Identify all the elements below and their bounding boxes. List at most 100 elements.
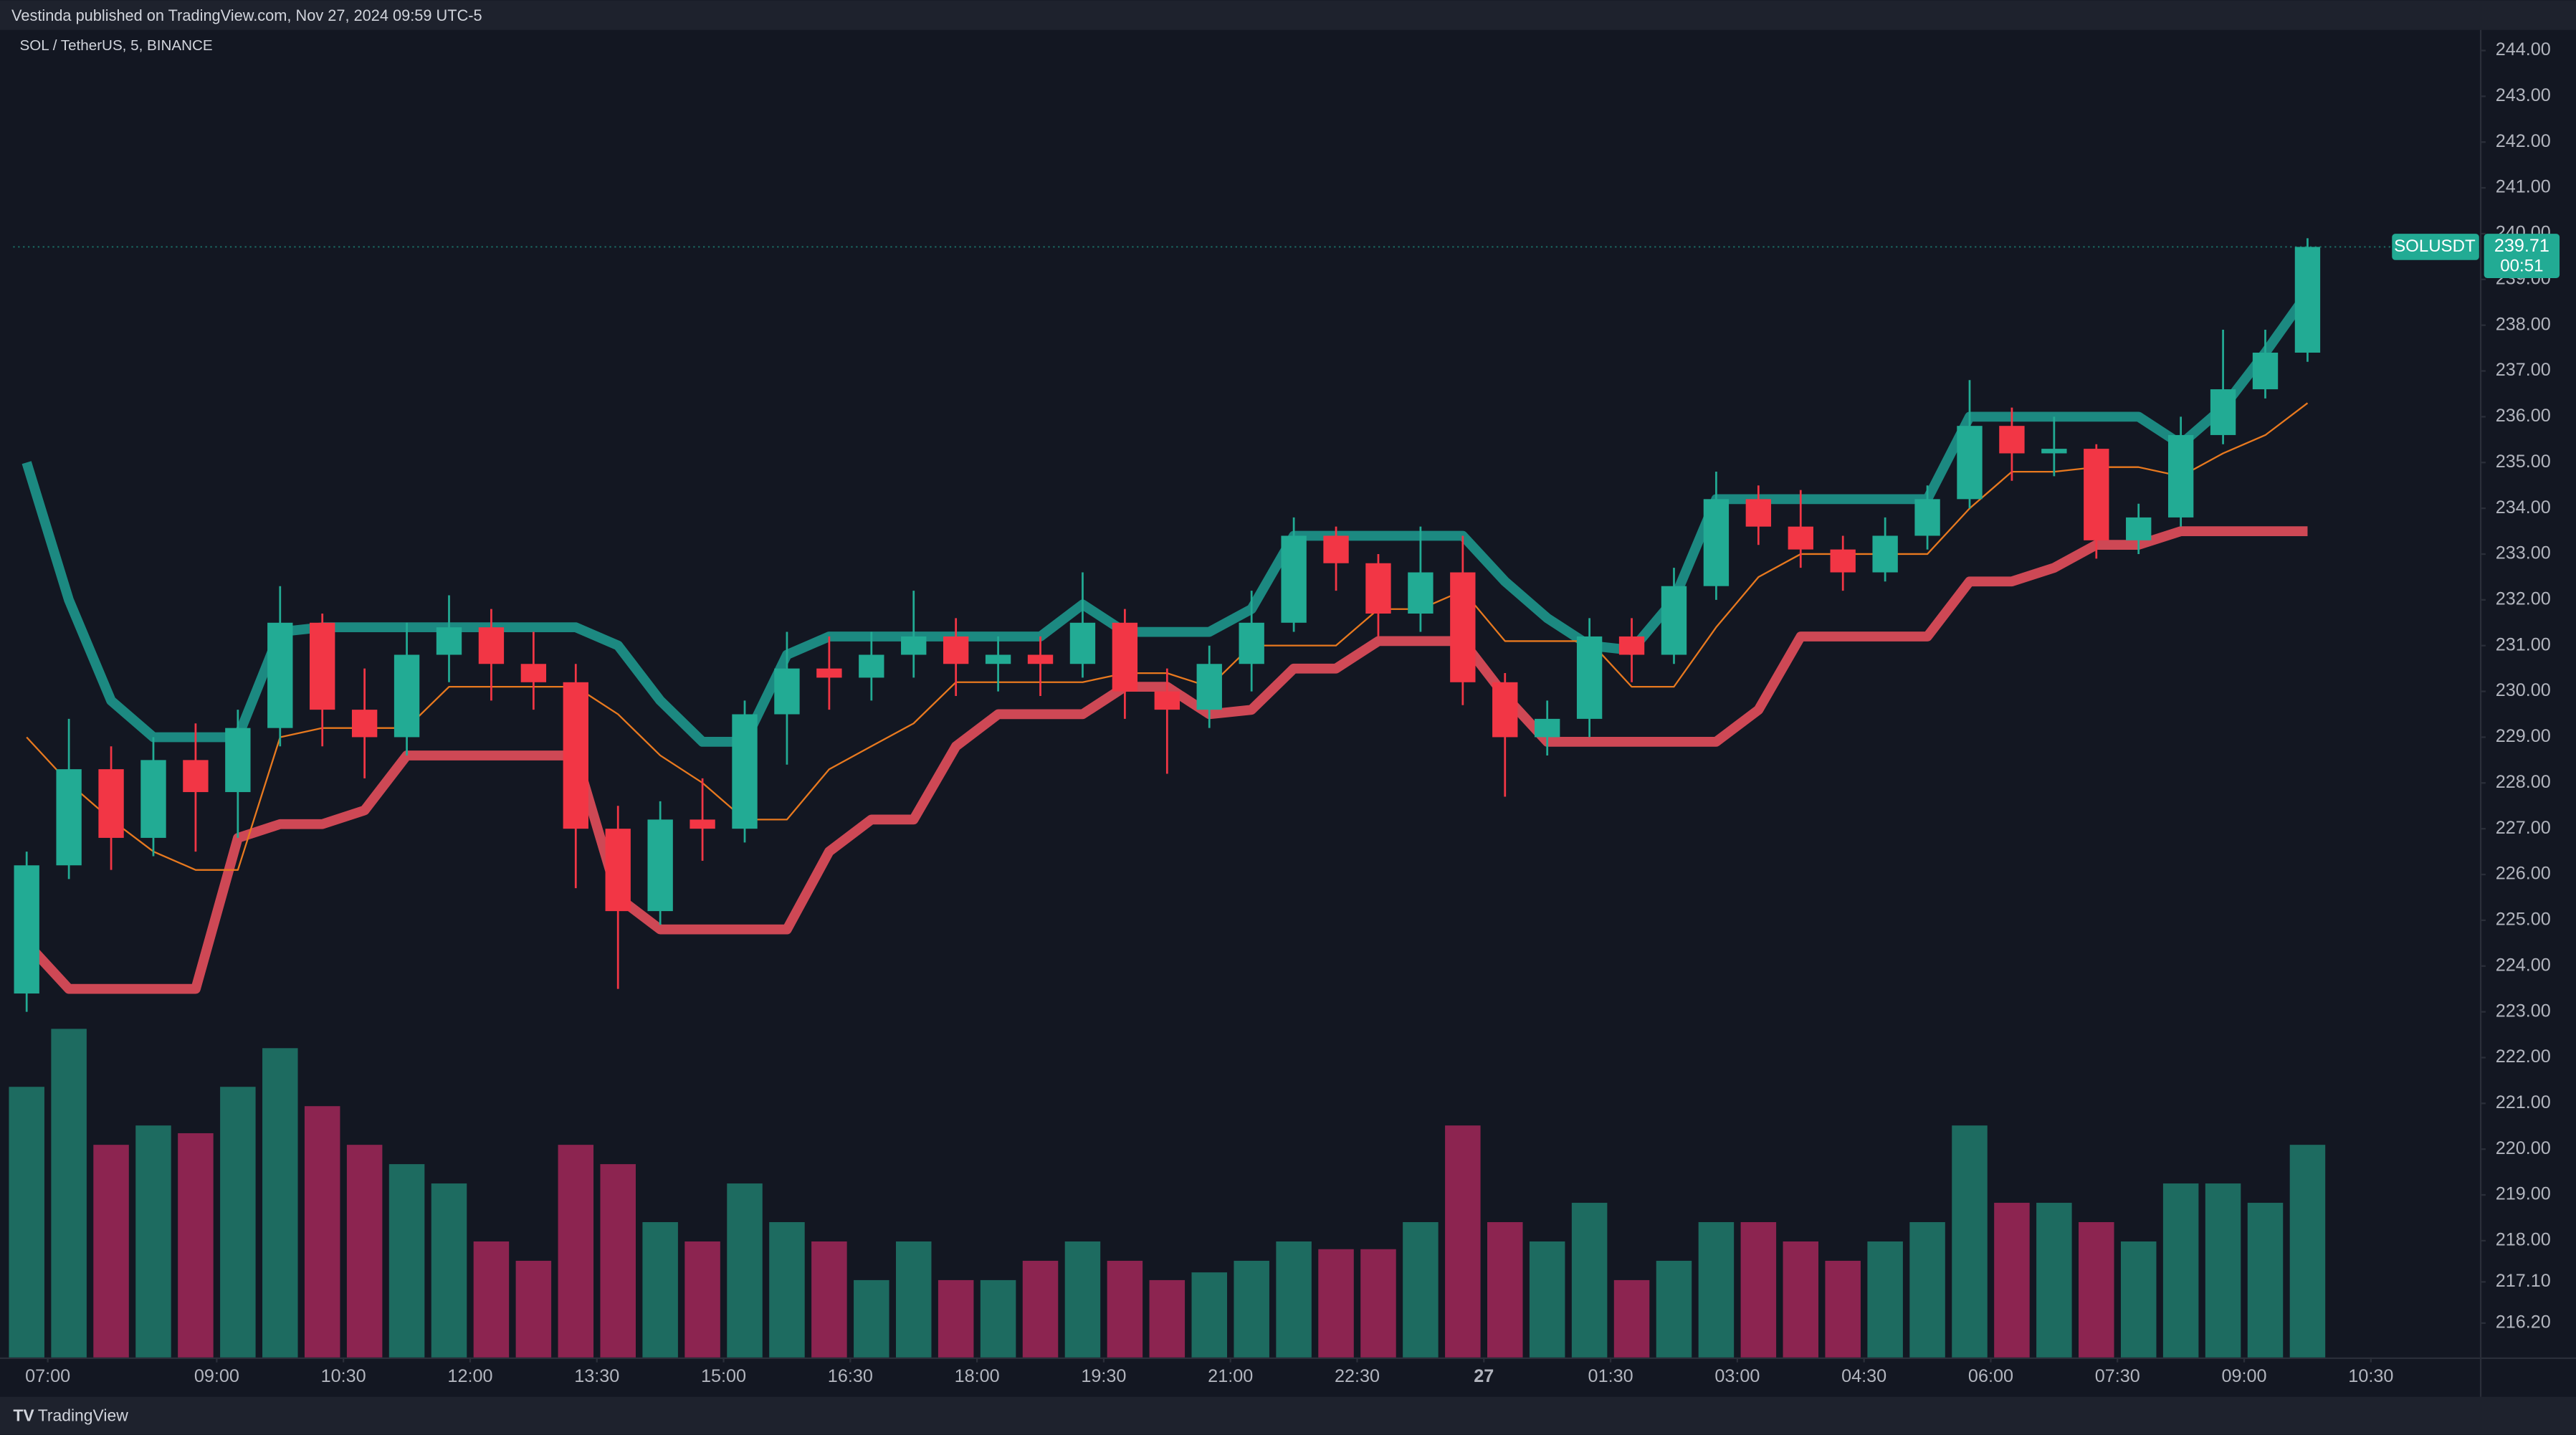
volume-bar (1107, 1260, 1143, 1358)
volume-bar (346, 1145, 383, 1358)
volume-bar (1064, 1241, 1101, 1358)
chart-title: SOL / TetherUS, 5, BINANCE (20, 37, 213, 54)
candle-body (267, 622, 293, 728)
x-tick-label: 04:30 (1841, 1366, 1886, 1386)
volume-bar (1487, 1222, 1523, 1358)
volume-bar (895, 1241, 932, 1358)
price-tag-countdown: 00:51 (2500, 256, 2543, 275)
brand: TradingView (38, 1406, 129, 1424)
candle-body (647, 819, 673, 912)
candle-body (1069, 622, 1096, 664)
candle-body (1618, 636, 1645, 655)
top-bar (0, 0, 2576, 30)
candle-body (183, 760, 209, 793)
y-tick-label: 231.00 (2496, 634, 2551, 654)
candle-body (985, 654, 1011, 664)
y-tick-label: 237.00 (2496, 360, 2551, 380)
candle-body (1323, 535, 1349, 563)
y-tick-label: 241.00 (2496, 177, 2551, 197)
symbol-tag-text: SOLUSDT (2394, 237, 2476, 256)
candle-body (436, 627, 462, 655)
candle-body (1999, 426, 2025, 454)
candle-body (1576, 636, 1603, 719)
candle-body (98, 769, 124, 838)
x-tick-label: 21:00 (1208, 1366, 1253, 1386)
candle-body (14, 865, 39, 994)
symbol-tag (2392, 234, 2479, 260)
y-tick-label: 238.00 (2496, 314, 2551, 334)
volume-bar (178, 1133, 214, 1358)
volume-bar (1698, 1222, 1735, 1358)
candle-body (1239, 622, 1264, 664)
candle-body (859, 654, 884, 678)
volume-bar (1740, 1222, 1777, 1358)
volume-bar (2247, 1203, 2284, 1358)
volume-bar (938, 1279, 974, 1358)
y-tick-label: 227.00 (2496, 818, 2551, 838)
y-tick-label: 226.00 (2496, 864, 2551, 884)
y-tick-label: 243.00 (2496, 85, 2551, 105)
volume-bar (1360, 1249, 1396, 1358)
candle-body (1112, 622, 1138, 692)
x-tick-label: 09:00 (194, 1366, 239, 1386)
volume-bar (2205, 1183, 2241, 1358)
volume-bar (1276, 1241, 1312, 1358)
candle-body (2167, 434, 2194, 518)
x-tick-label: 01:30 (1588, 1366, 1633, 1386)
x-tick-label: 15:00 (701, 1366, 746, 1386)
x-tick-label: 12:00 (447, 1366, 492, 1386)
candle-body (2210, 389, 2236, 435)
volume-bar (854, 1279, 889, 1358)
y-tick-label: 222.00 (2496, 1047, 2551, 1067)
x-tick-label: 13:30 (574, 1366, 619, 1386)
volume-bar (2289, 1145, 2326, 1358)
volume-bar (473, 1241, 510, 1358)
volume-bar (600, 1164, 636, 1358)
x-tick-label: 07:00 (25, 1366, 70, 1386)
candle-body (1154, 691, 1180, 710)
volume-bar (1825, 1260, 1861, 1358)
volume-bar (1571, 1203, 1608, 1358)
candle-body (393, 654, 420, 738)
candle-body (140, 760, 166, 838)
volume-bar (2036, 1203, 2072, 1358)
y-tick-label: 220.00 (2496, 1138, 2551, 1158)
candle-body (943, 636, 969, 664)
y-tick-label: 224.00 (2496, 955, 2551, 975)
candle-body (732, 714, 758, 829)
volume-bar (2120, 1241, 2157, 1358)
volume-bar (1909, 1222, 1945, 1358)
candle-body (1492, 682, 1518, 738)
x-tick-label: 27 (1474, 1366, 1494, 1386)
candle-body (690, 819, 715, 829)
volume-bar (1445, 1125, 1481, 1358)
y-tick-label: 244.00 (2496, 39, 2551, 59)
y-tick-label: 219.00 (2496, 1184, 2551, 1204)
x-tick-label: 07:30 (2095, 1366, 2140, 1386)
volume-bar (1994, 1203, 2030, 1358)
volume-bar (9, 1087, 44, 1358)
candle-body (2294, 247, 2321, 353)
volume-bar (1234, 1260, 1269, 1358)
y-tick-label: 229.00 (2496, 726, 2551, 746)
candle-body (1872, 535, 1898, 573)
y-tick-label: 233.00 (2496, 543, 2551, 563)
x-tick-label: 06:00 (1968, 1366, 2013, 1386)
volume-bar (811, 1241, 847, 1358)
candle-body (901, 636, 927, 655)
volume-bar (769, 1222, 805, 1358)
x-tick-label: 10:30 (2348, 1366, 2393, 1386)
candle-body (225, 728, 251, 793)
candle-body (1196, 664, 1222, 710)
volume-bar (1529, 1241, 1565, 1358)
volume-bar (642, 1222, 678, 1358)
candle-body (56, 769, 82, 866)
candle-body (1027, 654, 1054, 664)
volume-bar (2079, 1222, 2114, 1358)
candle-body (1830, 549, 1856, 573)
volume-bar (220, 1087, 256, 1358)
y-tick-label: 228.00 (2496, 772, 2551, 792)
publisher: Vestinda published on TradingView.com, N… (11, 6, 482, 24)
